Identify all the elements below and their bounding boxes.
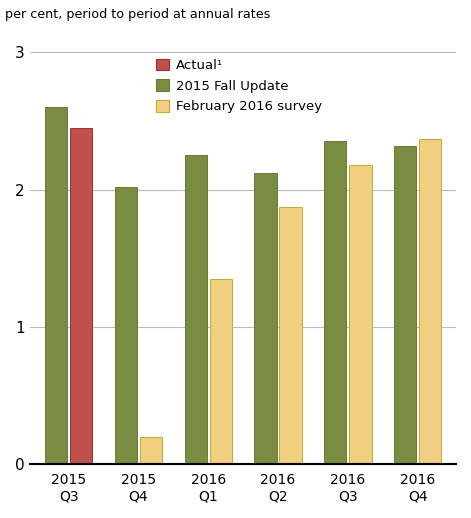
Bar (210, 279, 232, 465)
Bar (115, 187, 137, 465)
Bar (324, 141, 347, 465)
Bar (349, 165, 372, 465)
Text: per cent, period to period at annual rates: per cent, period to period at annual rat… (5, 8, 270, 21)
Bar (140, 437, 162, 465)
Bar (185, 155, 207, 465)
Bar (394, 146, 416, 465)
Bar (279, 207, 302, 465)
Bar (254, 173, 276, 465)
Bar (45, 107, 67, 465)
Bar (419, 139, 441, 465)
Legend: Actual¹, 2015 Fall Update, February 2016 survey: Actual¹, 2015 Fall Update, February 2016… (156, 59, 322, 113)
Bar (70, 127, 92, 465)
